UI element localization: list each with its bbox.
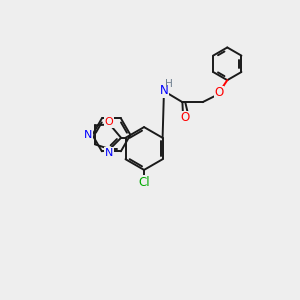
Text: O: O — [181, 111, 190, 124]
Text: N: N — [84, 130, 93, 140]
Text: O: O — [105, 117, 114, 127]
Text: O: O — [214, 86, 224, 99]
Text: N: N — [105, 148, 113, 158]
Text: N: N — [160, 84, 168, 98]
Text: Cl: Cl — [138, 176, 150, 189]
Text: H: H — [165, 79, 173, 89]
